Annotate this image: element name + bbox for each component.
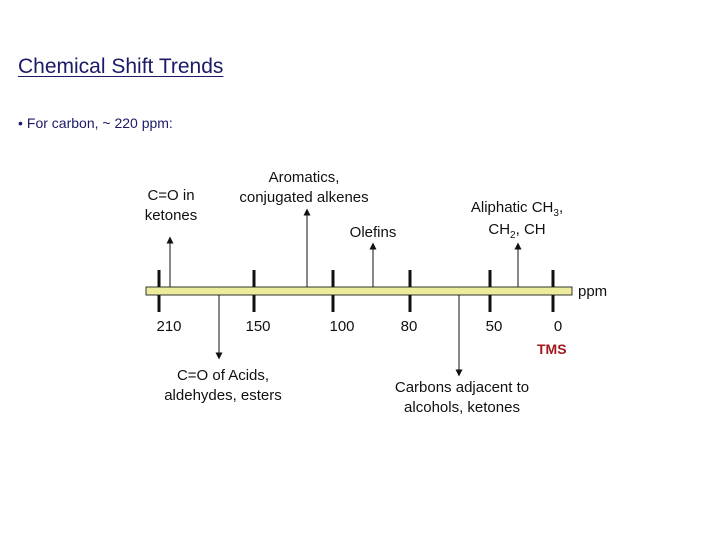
ketones-label-line1: C=O in	[147, 187, 195, 204]
alcohols-label-line1: Carbons adjacent to	[394, 379, 530, 396]
tms-reference-label: TMS	[537, 341, 567, 357]
ketones-label: C=O in ketones	[140, 186, 202, 225]
tick-label-50: 50	[485, 318, 503, 335]
tick-label-100: 100	[329, 318, 355, 335]
tick-label-0: 0	[553, 318, 563, 335]
tick-label-150: 150	[245, 318, 271, 335]
acids-label-line1: C=O of Acids,	[176, 367, 270, 384]
aliphatic-label-line2: CH2, CH	[488, 221, 546, 241]
aromatics-label: Aromatics, conjugated alkenes	[224, 168, 384, 207]
aliphatic-label: Aliphatic CH3, CH2, CH	[452, 198, 582, 242]
alcohols-label: Carbons adjacent to alcohols, ketones	[377, 378, 547, 417]
bullet-text: For carbon, ~ 220 ppm:	[26, 115, 173, 131]
tick-label-80: 80	[400, 318, 418, 335]
aromatics-label-line1: Aromatics,	[268, 169, 340, 186]
acids-label-line2: aldehydes, esters	[164, 386, 282, 404]
olefins-label: Olefins	[349, 224, 397, 241]
aliphatic-label-line1: Aliphatic CH3,	[470, 199, 564, 219]
aromatics-label-line2: conjugated alkenes	[239, 188, 369, 206]
alcohols-label-line2: alcohols, ketones	[404, 398, 520, 416]
acids-label: C=O of Acids, aldehydes, esters	[148, 366, 298, 405]
ketones-label-line2: ketones	[144, 206, 198, 224]
scale-bar	[145, 286, 573, 296]
unit-label: ppm	[578, 283, 608, 300]
bullet-item: • For carbon, ~ 220 ppm:	[18, 115, 173, 131]
bullet-dot: •	[18, 115, 23, 131]
tick-label-210: 210	[156, 318, 182, 335]
slide-title: Chemical Shift Trends	[18, 55, 224, 78]
